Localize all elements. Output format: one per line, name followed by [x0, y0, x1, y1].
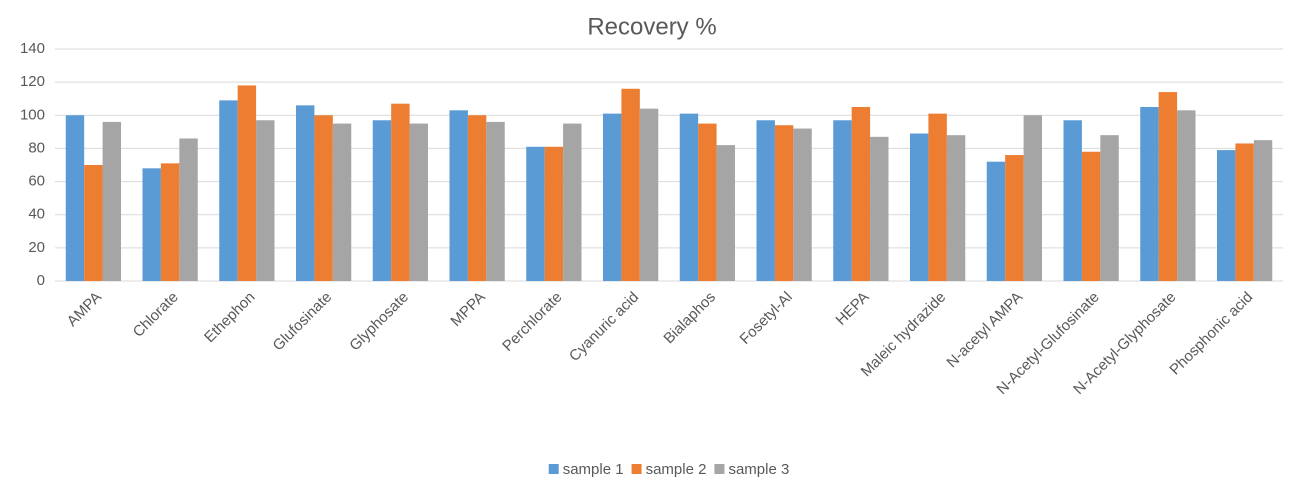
x-tick-label: AMPA: [64, 289, 105, 330]
bar: [563, 123, 582, 281]
x-tick-label: HEPA: [832, 289, 872, 329]
bar: [314, 115, 333, 282]
bar: [1063, 120, 1082, 281]
bar: [1023, 115, 1043, 282]
bar: [237, 85, 257, 281]
legend-label: sample 3: [728, 461, 789, 478]
y-tick-label: 120: [20, 73, 45, 90]
y-tick-label: 60: [28, 173, 45, 190]
y-tick-label: 140: [20, 40, 45, 57]
bar: [774, 125, 794, 281]
bar: [1100, 135, 1119, 281]
bar: [391, 103, 410, 281]
x-tick-label: MPPA: [447, 289, 488, 330]
bar: [679, 113, 699, 281]
x-tick-label: Chlorate: [130, 289, 182, 341]
y-tick-label: 0: [37, 272, 45, 289]
bar: [986, 161, 1006, 281]
bar: [928, 113, 947, 281]
bar: [467, 115, 487, 282]
x-tick-label: N-acetyl AMPA: [943, 289, 1026, 372]
bar: [295, 105, 315, 281]
bar: [756, 120, 775, 281]
bar: [372, 120, 392, 281]
bar: [1158, 92, 1178, 281]
chart-title: Recovery %: [587, 13, 716, 40]
x-tick-label: Cyanuric acid: [566, 289, 642, 365]
bar: [602, 113, 622, 281]
bar: [449, 110, 468, 281]
bar: [793, 128, 812, 281]
y-tick-label: 100: [20, 106, 45, 123]
bar: [1005, 155, 1024, 281]
bar: [179, 138, 198, 281]
bar: [1081, 151, 1101, 281]
bar: [486, 121, 505, 282]
bar: [409, 123, 429, 281]
x-tick-label: Glyphosate: [346, 289, 412, 355]
x-tick-label: Ethephon: [201, 289, 258, 346]
x-tick-label: Phosphonic acid: [1166, 289, 1256, 379]
bar: [160, 163, 180, 281]
x-tick-label: Glufosinate: [270, 289, 336, 355]
bar: [1235, 143, 1254, 281]
bar: [870, 136, 889, 281]
bar: [1140, 107, 1159, 281]
legend-swatch: [631, 464, 642, 474]
bar: [526, 146, 545, 281]
bar: [946, 135, 966, 281]
bar: [219, 100, 238, 281]
legend-label: sample 1: [563, 461, 624, 478]
legend-swatch: [714, 464, 725, 474]
bar: [1177, 110, 1196, 281]
bar: [84, 165, 103, 281]
y-tick-label: 80: [28, 139, 45, 156]
y-tick-label: 20: [28, 239, 45, 256]
bar: [256, 120, 275, 281]
x-tick-label: Fosetyl-Al: [737, 289, 796, 348]
bar: [909, 133, 929, 281]
bar: [1216, 150, 1236, 281]
bar: [621, 88, 640, 282]
x-tick-label: Bialaphos: [660, 289, 719, 348]
bar: [716, 145, 736, 281]
bar: [142, 168, 161, 281]
bar: [639, 108, 659, 282]
y-tick-label: 40: [28, 206, 45, 223]
bar: [851, 107, 871, 281]
bar: [65, 115, 85, 282]
legend-label: sample 2: [646, 461, 707, 478]
x-tick-label: Maleic hydrazide: [858, 289, 950, 381]
bar: [698, 123, 717, 281]
bar: [102, 121, 122, 282]
bar: [1253, 140, 1273, 281]
legend-swatch: [548, 464, 559, 474]
bar: [544, 146, 564, 281]
x-tick-label: Perchlorate: [499, 289, 565, 355]
bar: [332, 123, 352, 281]
bar: [833, 120, 852, 281]
